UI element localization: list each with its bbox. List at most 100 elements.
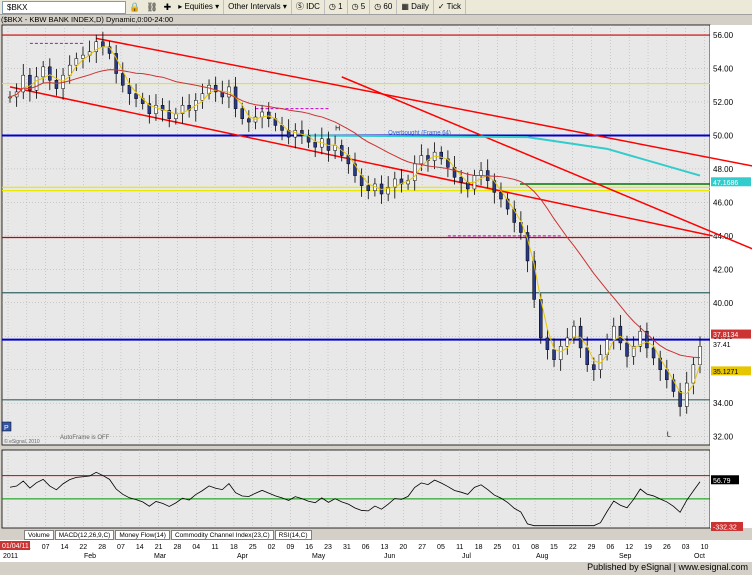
credit: Published by eSignal | www.esignal.com	[587, 562, 748, 572]
tab-3[interactable]: Commodity Channel Index(23,C)	[170, 530, 274, 540]
x-tick-label: 05	[437, 544, 445, 551]
candle-body	[187, 105, 191, 111]
x-tick-label: 14	[136, 544, 144, 551]
candle-body	[154, 105, 158, 114]
tab-4[interactable]: RSI(14,C)	[274, 530, 312, 540]
tab-1[interactable]: MACD(12,26,9,C)	[54, 530, 115, 540]
x-tick-label: 27	[418, 544, 426, 551]
symbol-input[interactable]: $BKX	[2, 0, 126, 14]
tab-2[interactable]: Money Flow(14)	[115, 530, 170, 540]
candle-body	[691, 364, 696, 384]
channel-line	[9, 86, 713, 237]
x-tick-label: 04	[192, 544, 200, 551]
candle-body	[41, 66, 45, 78]
idc-button[interactable]: Ⓢ IDC	[292, 0, 325, 14]
candle-body	[532, 260, 536, 300]
lock-icon[interactable]: 🔒	[129, 1, 141, 12]
x-tick-label: 19	[644, 544, 652, 551]
daily-label: Daily	[411, 2, 429, 11]
year-label: 2011	[3, 553, 18, 560]
price-tag-3: 35.1271	[713, 369, 738, 376]
idc-label: IDC	[306, 2, 320, 11]
candle-body	[698, 346, 702, 365]
p-button-label: P	[4, 425, 9, 432]
other-intervals-menu[interactable]: Other Intervals ▾	[224, 0, 292, 14]
month-label: Feb	[84, 553, 96, 560]
candle-body	[684, 382, 689, 407]
chart-title: ($BKX - KBW BANK INDEX,D) Dynamic,0:00-2…	[1, 15, 174, 24]
price-tag-1: 37.8134	[713, 332, 738, 339]
x-tick-label: 22	[569, 544, 577, 551]
other-intervals-label: Other Intervals	[228, 2, 281, 11]
crosshair-icon[interactable]: ✚	[163, 1, 172, 12]
overbought-label: Overbought (Frame 64)	[388, 131, 451, 137]
candle-body	[54, 79, 59, 89]
price-tag-3-bg	[711, 366, 751, 376]
y-tick-label: 52.00	[713, 98, 734, 107]
candle-body	[247, 118, 251, 123]
link-icon[interactable]: ⛓	[146, 1, 158, 12]
candle-body	[180, 105, 185, 114]
candle-body	[565, 337, 570, 347]
osc-tag-1: 56.79	[713, 478, 731, 485]
price-plot-area	[1, 24, 711, 446]
x-tick-label: 28	[174, 544, 182, 551]
candle-body	[412, 163, 417, 181]
candle-body	[525, 232, 530, 262]
x-tick-label: 12	[625, 544, 633, 551]
candle-body	[28, 74, 32, 91]
price-tag-2-bg	[711, 339, 751, 349]
candle-body	[34, 76, 39, 91]
tab-0[interactable]: Volume	[24, 530, 54, 540]
candle-body	[499, 192, 503, 200]
x-tick-label: 23	[324, 544, 332, 551]
candle-body	[638, 330, 643, 347]
x-tick-label: 07	[42, 544, 50, 551]
candle-body	[21, 74, 26, 93]
interval-1-label: 1	[338, 2, 343, 11]
candle-body	[94, 41, 98, 53]
tick-button[interactable]: ✓ Tick	[434, 0, 467, 14]
osc-tag-2: -332.32	[713, 525, 737, 532]
toolbar: $BKX 🔒 ⛓ ✚ ▸ Equities ▾ Other Intervals …	[0, 0, 752, 15]
candle-body	[160, 105, 165, 111]
candle-body	[213, 84, 218, 93]
x-tick-label: 25	[249, 544, 257, 551]
y-tick-label: 56.00	[713, 31, 734, 40]
y-tick-label: 34.00	[713, 399, 734, 408]
x-tick-label: 25	[494, 544, 502, 551]
y-tick-label: 48.00	[713, 165, 734, 174]
price-tag-2: 37.41	[713, 342, 731, 349]
y-axis-panel	[710, 25, 752, 528]
x-tick-label: 01	[512, 544, 520, 551]
month-label: Mar	[154, 553, 167, 560]
x-tick-label: 11	[456, 544, 463, 551]
candle-body	[167, 110, 171, 119]
x-tick-label: 06	[362, 544, 370, 551]
x-tick-label: 31	[343, 544, 351, 551]
candle-body	[625, 342, 629, 357]
interval-5-button[interactable]: ◷ 5	[348, 0, 371, 14]
candle-body	[174, 113, 178, 119]
interval-60-button[interactable]: ◷ 60	[370, 0, 398, 14]
x-tick-label: 18	[475, 544, 483, 551]
indicator-tabs: Volume MACD(12,26,9,C) Money Flow(14) Commo…	[24, 530, 313, 540]
interval-1-button[interactable]: ◷ 1	[325, 0, 348, 14]
candle-body	[67, 64, 72, 76]
candle-body	[134, 93, 138, 99]
x-tick-label: 07	[117, 544, 125, 551]
candle-body	[393, 178, 397, 188]
equities-label: Equities	[184, 2, 213, 11]
red-ma	[9, 69, 701, 359]
candle-body	[267, 111, 271, 119]
x-tick-label: 26	[663, 544, 671, 551]
x-tick-label: 28	[98, 544, 106, 551]
x-tick-label: 03	[682, 544, 690, 551]
equities-menu[interactable]: ▸ Equities ▾	[174, 0, 225, 14]
x-tick-label: 18	[230, 544, 238, 551]
daily-button[interactable]: ▦ Daily	[397, 0, 434, 14]
x-tick-label: 13	[381, 544, 389, 551]
candle-body	[260, 111, 264, 118]
candle-body	[121, 73, 125, 86]
